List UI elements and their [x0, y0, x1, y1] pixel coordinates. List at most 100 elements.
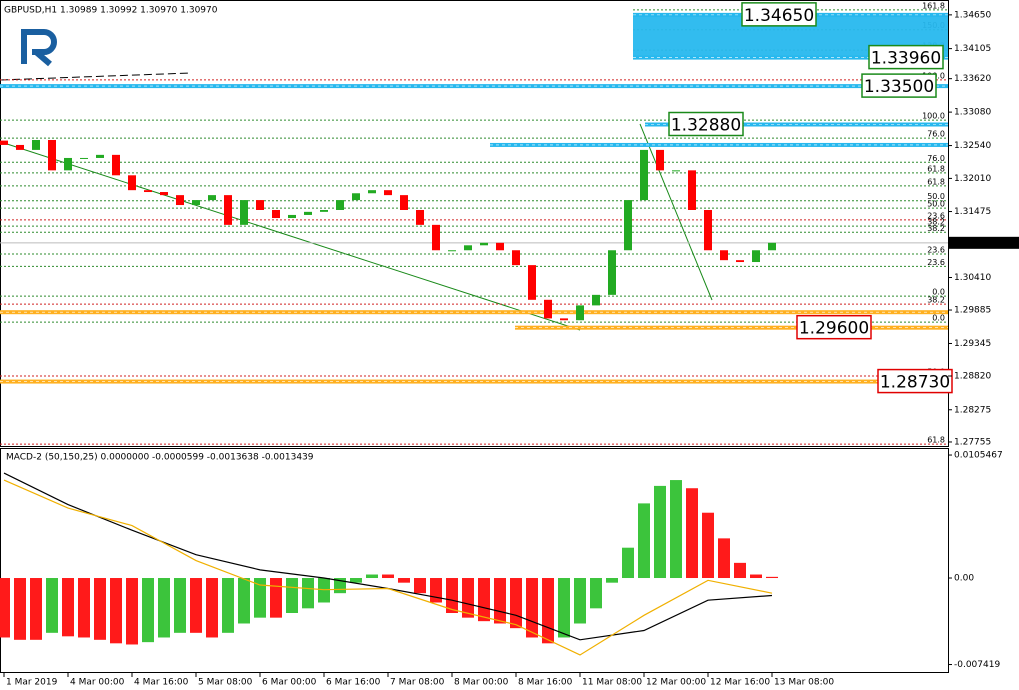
histogram-bar [766, 576, 778, 579]
y-tick-label: 1.29885 [954, 306, 991, 316]
fib-label: 38.2 [927, 296, 945, 305]
histogram-bar [430, 578, 442, 603]
candle-body [320, 209, 328, 212]
fib-label: 61.8 [927, 436, 945, 445]
candle-body [176, 195, 184, 206]
fib-label: 38.2 [927, 218, 945, 227]
histogram-bar [494, 578, 506, 624]
candle-body [480, 242, 488, 246]
level-label: 1.29600 [799, 319, 869, 339]
histogram-bar [238, 578, 250, 624]
candle-body [336, 200, 344, 210]
candle-body [640, 149, 648, 201]
chart-title: GBPUSD,H1 1.30989 1.30992 1.30970 1.3097… [4, 6, 218, 16]
candle-body [256, 200, 264, 210]
candle-body [672, 170, 680, 172]
histogram-bar [414, 578, 426, 594]
x-tick-label: 4 Mar 16:00 [134, 678, 189, 688]
candle-body [400, 195, 408, 210]
candle-body [752, 250, 760, 263]
candle-body [0, 140, 8, 145]
fib-label: 76.0 [927, 154, 945, 163]
candle-body [656, 149, 664, 171]
level-label-box [868, 44, 944, 70]
candle-body [144, 190, 152, 193]
candle-body [208, 195, 216, 201]
candle-body [448, 250, 456, 252]
level-label: 1.34650 [744, 6, 814, 26]
candle-body [304, 211, 312, 215]
fib-label: 0.0 [932, 288, 945, 297]
candle-body [416, 209, 424, 225]
histogram-bar [382, 574, 394, 579]
candle-body [80, 157, 88, 159]
histogram-bar [638, 503, 650, 579]
level-label: 1.28730 [880, 373, 950, 393]
level-label-box [668, 111, 744, 137]
histogram-bar [94, 578, 106, 640]
histogram-bar [350, 578, 362, 583]
histogram-bar [222, 578, 234, 633]
candle-body [288, 214, 296, 219]
candle-body [512, 250, 520, 266]
histogram-bar [46, 578, 58, 633]
x-tick-label: 4 Mar 00:00 [70, 678, 125, 688]
y-tick-label: 1.31475 [954, 207, 991, 217]
fib-label: 50.0 [927, 192, 945, 201]
histogram-bar [174, 578, 186, 633]
level-label: 1.33500 [864, 77, 934, 97]
histogram-bar [446, 578, 458, 613]
y-tick-label: 1.28275 [954, 405, 991, 415]
histogram-bar [718, 538, 730, 579]
histogram-bar [190, 578, 202, 633]
histogram-bar [686, 488, 698, 579]
y-tick-label: 1.33080 [954, 108, 991, 118]
candle-body [560, 318, 568, 321]
fib-label: 23.6 [927, 245, 945, 254]
histogram-bar [702, 512, 714, 579]
main-frame [0, 0, 949, 447]
candle-body [720, 250, 728, 261]
histogram-bar [590, 578, 602, 609]
candle-body [368, 190, 376, 194]
x-tick-label: 12 Mar 00:00 [646, 678, 706, 688]
histogram-bar [398, 578, 410, 583]
x-tick-label: 8 Mar 00:00 [454, 678, 509, 688]
x-tick-label: 7 Mar 08:00 [390, 678, 445, 688]
histogram-bar [654, 485, 666, 579]
histogram-bar [270, 578, 282, 618]
candle-body [16, 144, 24, 150]
histogram-bar [734, 562, 746, 579]
fib-label: 23.6 [927, 258, 945, 267]
histogram-bar [0, 578, 10, 638]
histogram-bar [110, 578, 122, 644]
histogram-bar [366, 574, 378, 579]
fib-label: 161.8 [922, 1, 945, 10]
macd-line [3, 479, 773, 656]
macd-title: MACD-2 (50,150,25) 0.0000000 -0.0000599 … [6, 453, 314, 463]
trend-line [639, 123, 713, 301]
fib-label: 76.0 [927, 130, 945, 139]
candle-body [592, 294, 600, 306]
candle-body [608, 250, 616, 295]
histogram-bar [286, 578, 298, 613]
histogram-bar [126, 578, 138, 645]
histogram-bar [526, 578, 538, 638]
x-tick-label: 6 Mar 00:00 [262, 678, 317, 688]
trend-line [3, 142, 581, 331]
candle-body [48, 139, 56, 171]
histogram-bar [606, 578, 618, 583]
current-price-box [949, 236, 1019, 249]
candle-body [576, 305, 584, 321]
y-tick-label: -0.007419 [954, 660, 1000, 670]
histogram-bar [62, 578, 74, 637]
candle-body [224, 195, 232, 225]
histogram-bar [78, 578, 90, 638]
candle-body [160, 192, 168, 196]
current-price-label: 1.30970 [954, 238, 991, 248]
y-tick-label: 1.27755 [954, 437, 991, 447]
logo [20, 28, 58, 68]
candle-body [192, 200, 200, 206]
